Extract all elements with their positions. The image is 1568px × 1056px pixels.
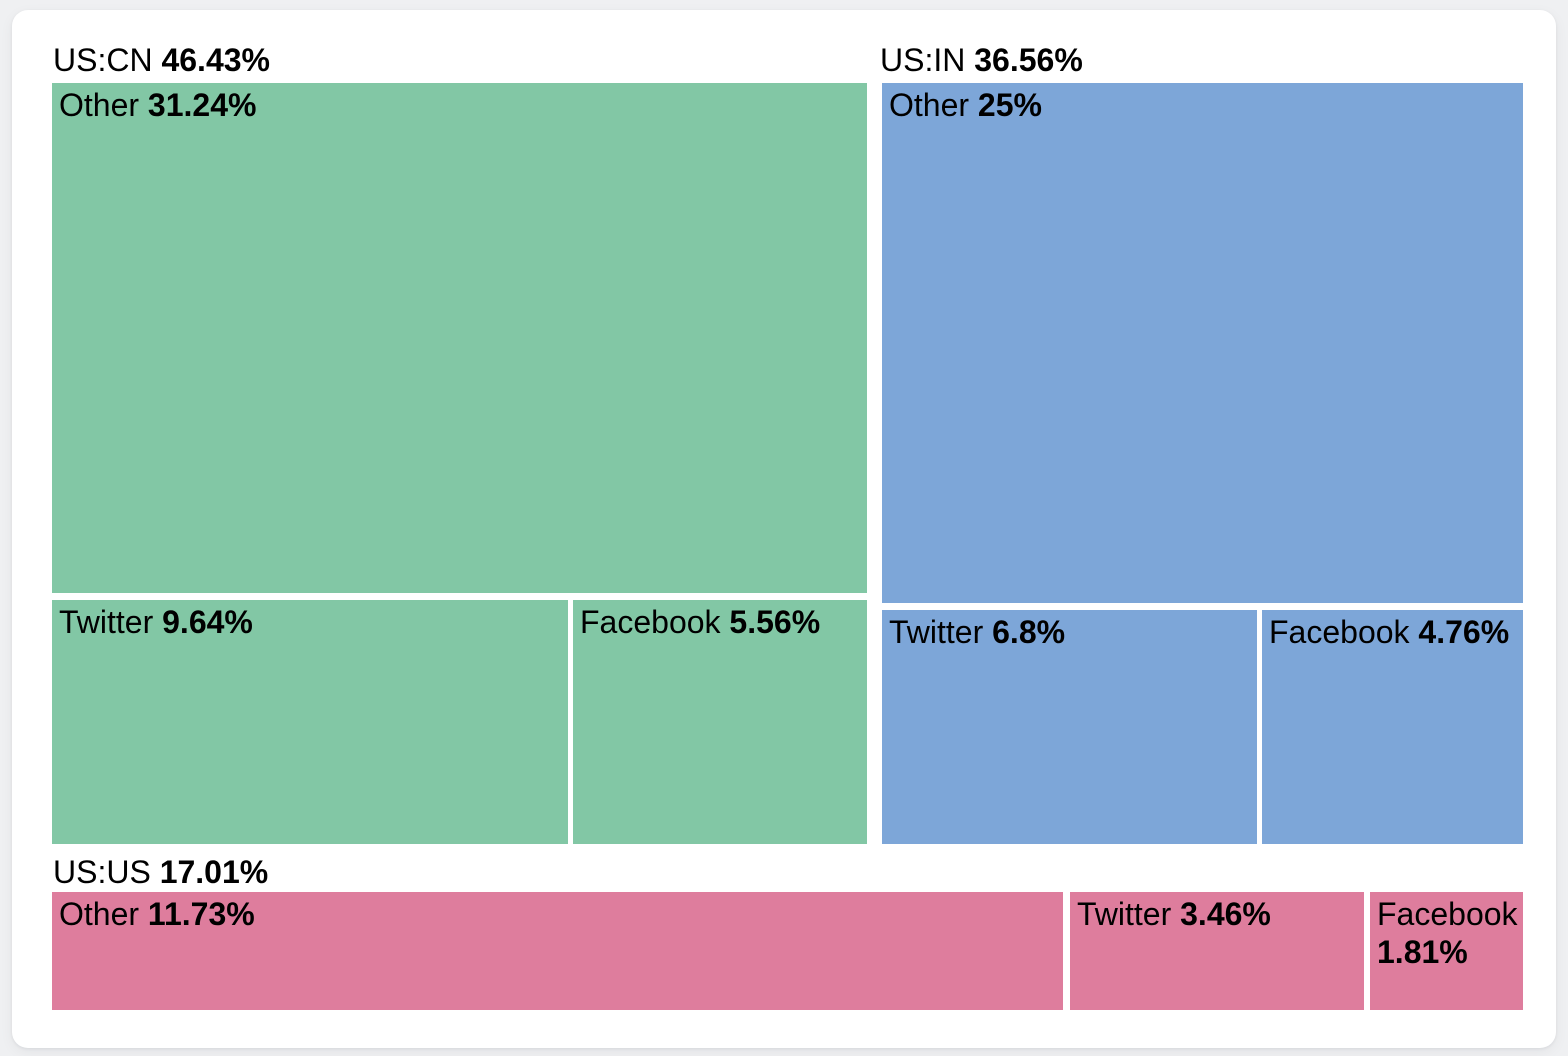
cell-name: Twitter [1077, 896, 1172, 932]
treemap-cell-uscn-other[interactable]: Other 31.24% [52, 83, 867, 593]
cell-name: Other [889, 87, 970, 123]
cell-pct: 3.46% [1180, 896, 1271, 932]
group-name: US:US [53, 854, 151, 890]
treemap-cell-uscn-facebook[interactable]: Facebook 5.56% [573, 600, 867, 844]
group-name: US:IN [880, 42, 966, 78]
group-pct: 46.43% [161, 42, 270, 78]
cell-pct: 9.64% [162, 604, 253, 640]
group-label-uscn: US:CN 46.43% [53, 42, 270, 78]
cell-pct: 11.73% [147, 896, 255, 932]
cell-name: Twitter [889, 614, 984, 650]
cell-pct: 31.24% [147, 87, 257, 123]
cell-pct: 6.8% [992, 614, 1066, 650]
cell-pct: 5.56% [729, 604, 821, 640]
cell-name: Facebook [1377, 896, 1518, 932]
cell-name: Other [59, 896, 140, 932]
cell-name: Facebook [580, 604, 721, 640]
treemap-cell-usin-other[interactable]: Other 25% [882, 83, 1523, 603]
group-label-usin: US:IN 36.56% [880, 42, 1083, 78]
treemap-cell-usin-twitter[interactable]: Twitter 6.8% [882, 610, 1257, 844]
treemap-cell-usus-twitter[interactable]: Twitter 3.46% [1070, 892, 1364, 1010]
treemap-cell-usus-other[interactable]: Other 11.73% [52, 892, 1063, 1010]
group-pct: 17.01% [159, 854, 269, 890]
treemap-cell-usus-facebook[interactable]: Facebook 1.81% [1370, 892, 1523, 1010]
cell-name: Twitter [59, 604, 154, 640]
treemap-cell-uscn-twitter[interactable]: Twitter 9.64% [52, 600, 568, 844]
group-name: US:CN [53, 42, 153, 78]
group-pct: 36.56% [974, 42, 1083, 78]
cell-name: Other [59, 87, 140, 123]
group-label-usus: US:US 17.01% [53, 854, 268, 890]
cell-pct: 25% [977, 87, 1042, 123]
cell-pct: 4.76% [1418, 614, 1510, 650]
cell-pct: 1.81% [1377, 934, 1468, 970]
treemap-cell-usin-facebook[interactable]: Facebook 4.76% [1262, 610, 1523, 844]
cell-name: Facebook [1269, 614, 1410, 650]
